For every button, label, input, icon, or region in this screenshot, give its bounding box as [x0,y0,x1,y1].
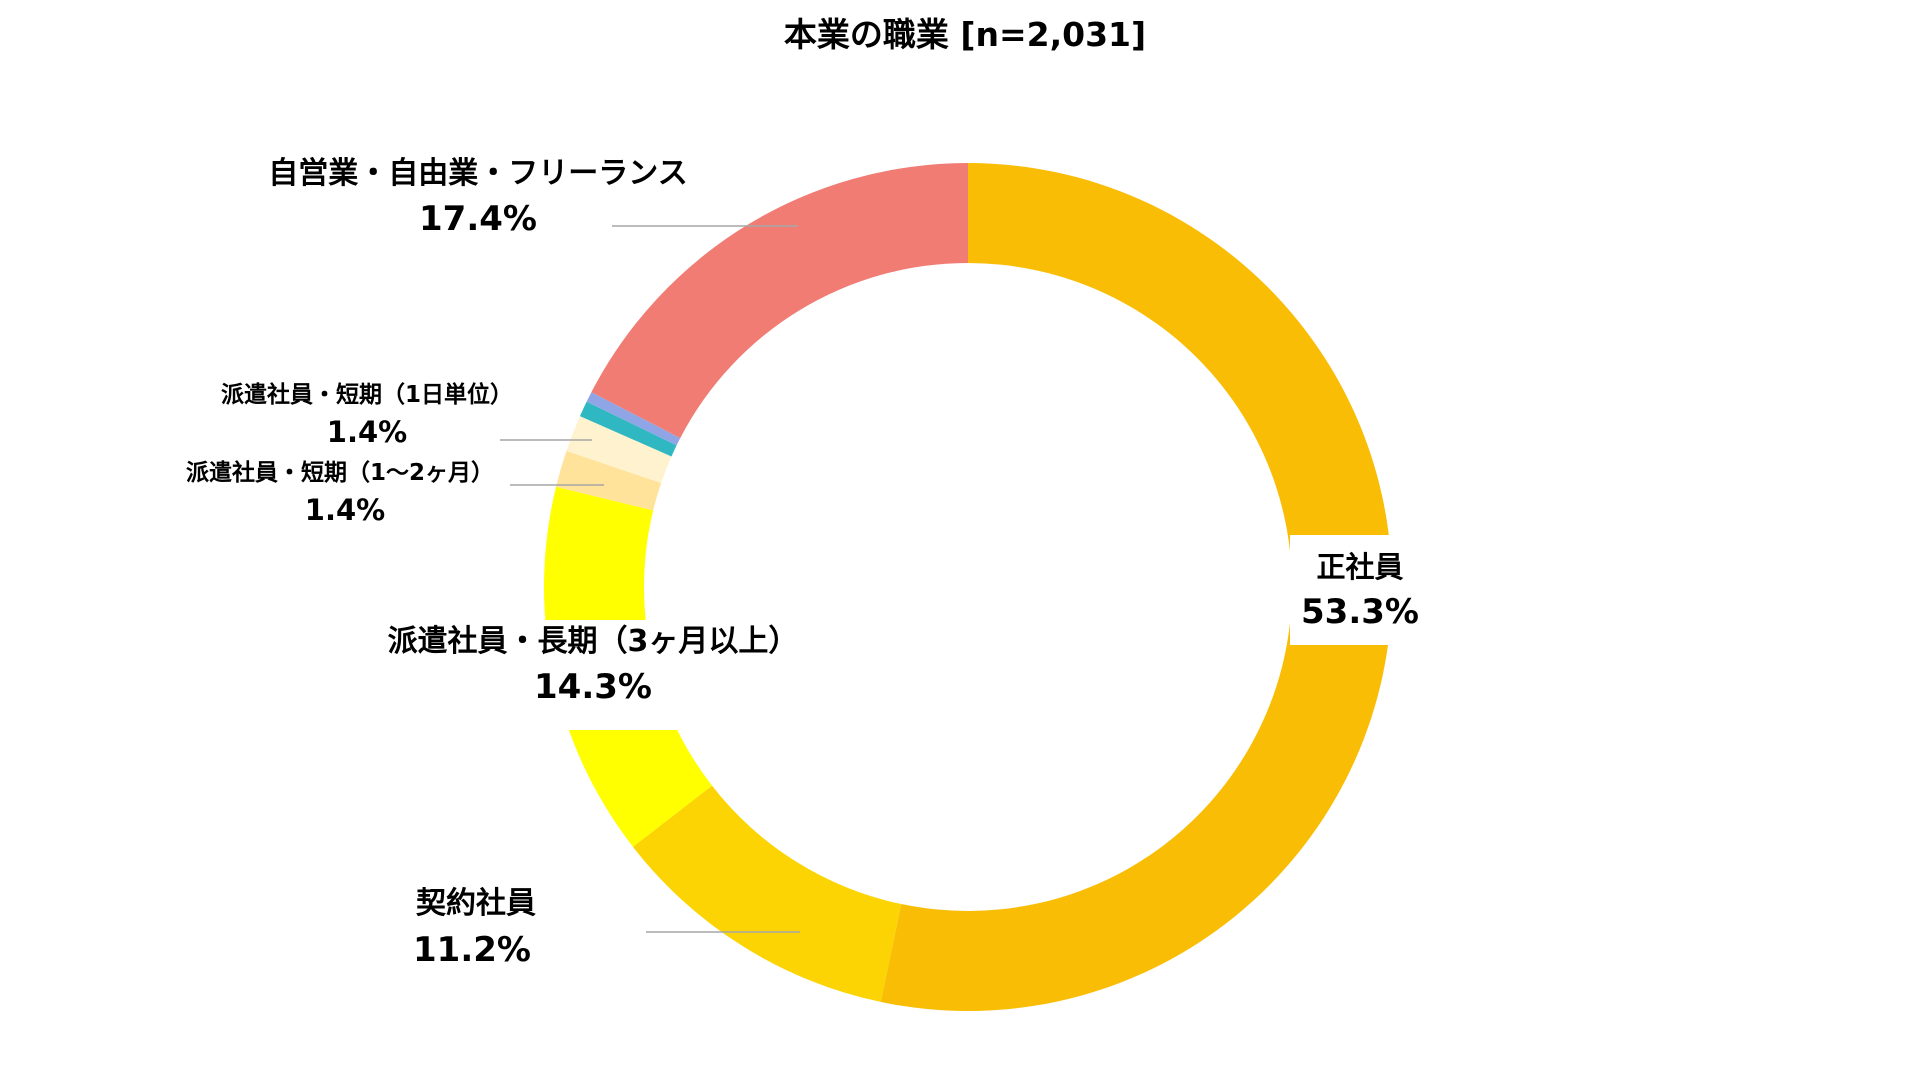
slice-labels: 正社員 53.3% 契約社員 11.2% 派遣社員・長期（3ヶ月以上） 14.3% 派遣社員… [186,156,1419,970]
slice-2-label-backing [520,620,700,730]
slice-2-label: 派遣社員・長期（3ヶ月以上） [388,624,799,659]
slice-3-value-label: 1.4% [305,493,385,527]
slice-6-arc [586,392,681,446]
donut-slices [520,163,1430,1011]
slice-0-label: 正社員 [1316,550,1403,584]
chart-title: 本業の職業 [n=2,031] [784,15,1146,54]
slice-7-arc [591,163,968,439]
slice-1-arc [632,785,902,1002]
slice-0-arc [880,163,1393,1011]
leader-lines [500,225,800,933]
slice-7-value-label: 17.4% [419,199,537,239]
slice-0-value-label: 53.3% [1301,592,1419,632]
slice-0-label-backing [1290,535,1430,645]
slice-4-value-label: 1.4% [327,415,407,449]
slice-3-label: 派遣社員・短期（1～2ヶ月） [186,459,494,486]
slice-1-label: 契約社員 [416,886,536,921]
slice-5-arc [579,401,677,457]
slice-2-value-label: 14.3% [534,667,652,707]
slice-4-label: 派遣社員・短期（1日単位） [221,381,513,408]
slice-7-label: 自営業・自由業・フリーランス [268,156,687,191]
slice-1-value-label: 11.2% [413,930,531,970]
slice-4-arc [566,416,672,484]
slice-3-arc [556,450,662,511]
